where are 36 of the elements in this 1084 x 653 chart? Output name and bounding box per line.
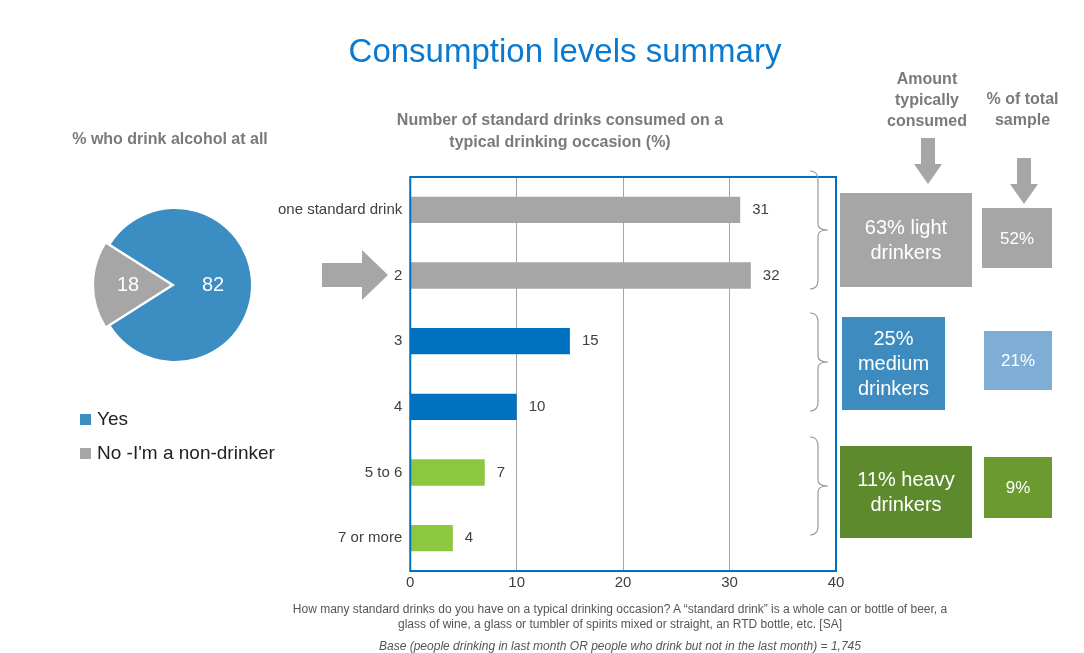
y-tick-label: 7 or more [338,528,403,546]
text: 11% heavy drinkers [856,467,956,517]
data-label: 15 [581,331,599,349]
chart-title: % who drink alcohol at all [71,129,269,149]
text: 21% [1000,350,1036,372]
x-tick-label: 40 [827,573,845,591]
bar [410,459,485,486]
data-label: 32 [762,265,780,283]
y-tick-label: 5 to 6 [364,462,403,480]
text: % of total sample [985,89,1060,130]
chart-title: Consumption levels summary [347,32,783,70]
bar [410,525,453,552]
text: Amount typically consumed [886,69,968,131]
data-label: 31 [752,199,769,217]
x-tick-label: 30 [721,573,738,591]
chart-subtitle: Number of standard drinks consumed on a typical drinking occasion (%) [395,110,725,152]
text: 9% [1004,477,1032,499]
text: 25% medium drinkers [856,326,931,401]
data-label: 18 [116,272,140,295]
y-tick-label: 3 [393,331,403,349]
x-tick-label: 0 [406,573,415,591]
data-label: 82 [201,272,225,295]
data-label: 4 [464,528,474,546]
x-tick-label: 10 [508,573,526,591]
y-tick-label: 4 [393,396,403,414]
y-tick-label: 2 [393,265,403,283]
text: 52% [999,227,1035,250]
y-tick-label: one standard drink [278,199,403,217]
text: How many standard drinks do you have on a typical drinking occasion? A “standard drink” is a whole can or bottle of beer, a glass of wine, a glass or tumbler of spirits mixed or straight, an RTD bottle, etc. [SA] [291,602,949,632]
data-label: 10 [528,396,546,414]
legend-label: Yes [97,407,128,431]
x-tick-label: 20 [614,573,632,591]
data-label: 7 [496,462,506,480]
legend-label: No -I'm a non-drinker [97,441,275,465]
text: 63% light drinkers [863,215,949,265]
text: Base (people drinking in last month OR people who drink but not in the last month) = 1,745 [378,639,862,653]
